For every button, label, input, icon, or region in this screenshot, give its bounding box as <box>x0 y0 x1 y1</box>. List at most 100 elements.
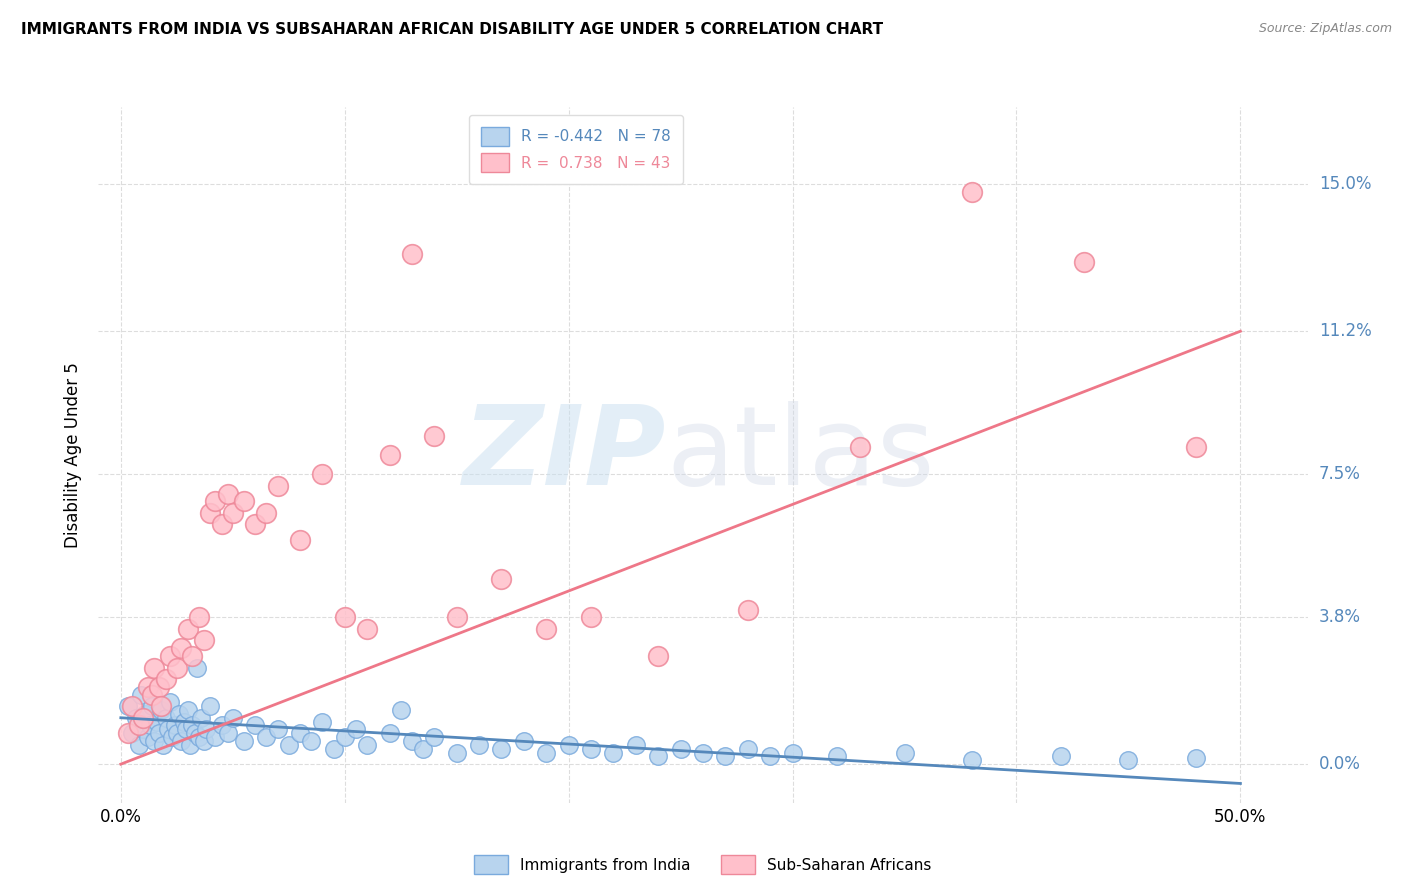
Point <box>243 718 266 732</box>
Point <box>579 741 602 756</box>
Point <box>288 533 311 547</box>
Point <box>893 746 915 760</box>
Point <box>233 494 256 508</box>
Point <box>156 723 179 737</box>
Point <box>423 730 446 744</box>
Point <box>132 723 155 737</box>
Point <box>356 738 378 752</box>
Point <box>378 726 401 740</box>
Point <box>186 660 208 674</box>
Point <box>647 749 669 764</box>
Point <box>1184 751 1206 765</box>
Point <box>152 738 174 752</box>
Point <box>166 660 188 674</box>
Point <box>624 738 647 752</box>
Point <box>188 730 211 744</box>
Point <box>128 738 150 752</box>
Point <box>1184 440 1206 454</box>
Point <box>311 467 333 482</box>
Point <box>193 633 215 648</box>
Point <box>602 746 624 760</box>
Point <box>139 718 162 732</box>
Point <box>233 734 256 748</box>
Text: 7.5%: 7.5% <box>1319 466 1361 483</box>
Point <box>446 610 468 624</box>
Point <box>159 695 181 709</box>
Point <box>204 494 226 508</box>
Point <box>412 741 434 756</box>
Point <box>145 714 167 729</box>
Point <box>128 718 150 732</box>
Point <box>423 428 446 442</box>
Point <box>132 711 155 725</box>
Point <box>322 741 344 756</box>
Point <box>200 699 222 714</box>
Point <box>167 706 190 721</box>
Point <box>150 703 173 717</box>
Point <box>960 753 983 767</box>
Point <box>129 688 152 702</box>
Point <box>266 479 288 493</box>
Point <box>714 749 737 764</box>
Point <box>211 718 233 732</box>
Point <box>183 726 205 740</box>
Point <box>125 711 148 725</box>
Point <box>491 572 513 586</box>
Point <box>134 706 156 721</box>
Point <box>174 723 197 737</box>
Point <box>1050 749 1073 764</box>
Text: 3.8%: 3.8% <box>1319 608 1361 626</box>
Point <box>162 730 184 744</box>
Point <box>344 723 367 737</box>
Point <box>1073 254 1095 268</box>
Text: 15.0%: 15.0% <box>1319 176 1371 194</box>
Point <box>190 711 212 725</box>
Point <box>136 730 159 744</box>
Point <box>513 734 536 748</box>
Point <box>378 448 401 462</box>
Point <box>647 648 669 663</box>
Point <box>177 622 200 636</box>
Point <box>194 723 217 737</box>
Point <box>188 610 211 624</box>
Point <box>193 734 215 748</box>
Point <box>181 718 204 732</box>
Text: 11.2%: 11.2% <box>1319 322 1371 340</box>
Point <box>669 741 692 756</box>
Text: IMMIGRANTS FROM INDIA VS SUBSAHARAN AFRICAN DISABILITY AGE UNDER 5 CORRELATION C: IMMIGRANTS FROM INDIA VS SUBSAHARAN AFRI… <box>21 22 883 37</box>
Point <box>827 749 849 764</box>
Point <box>143 660 166 674</box>
Point <box>254 506 277 520</box>
Legend: R = -0.442   N = 78, R =  0.738   N = 43: R = -0.442 N = 78, R = 0.738 N = 43 <box>468 115 683 184</box>
Point <box>737 602 759 616</box>
Point <box>211 517 233 532</box>
Point <box>299 734 322 748</box>
Text: ZIP: ZIP <box>463 401 666 508</box>
Point <box>166 726 188 740</box>
Point <box>401 247 423 261</box>
Point <box>143 734 166 748</box>
Point <box>181 648 204 663</box>
Point <box>204 730 226 744</box>
Point <box>121 726 143 740</box>
Point <box>121 699 143 714</box>
Y-axis label: Disability Age Under 5: Disability Age Under 5 <box>65 362 83 548</box>
Point <box>141 688 163 702</box>
Point <box>277 738 299 752</box>
Point <box>333 730 356 744</box>
Point <box>446 746 468 760</box>
Point <box>173 714 195 729</box>
Point <box>170 734 193 748</box>
Point <box>401 734 423 748</box>
Point <box>155 672 177 686</box>
Point <box>468 738 491 752</box>
Point <box>288 726 311 740</box>
Text: Source: ZipAtlas.com: Source: ZipAtlas.com <box>1258 22 1392 36</box>
Point <box>848 440 870 454</box>
Point <box>155 711 177 725</box>
Point <box>179 738 201 752</box>
Point <box>557 738 579 752</box>
Point <box>222 711 245 725</box>
Point <box>117 726 139 740</box>
Text: 0.0%: 0.0% <box>1319 756 1361 773</box>
